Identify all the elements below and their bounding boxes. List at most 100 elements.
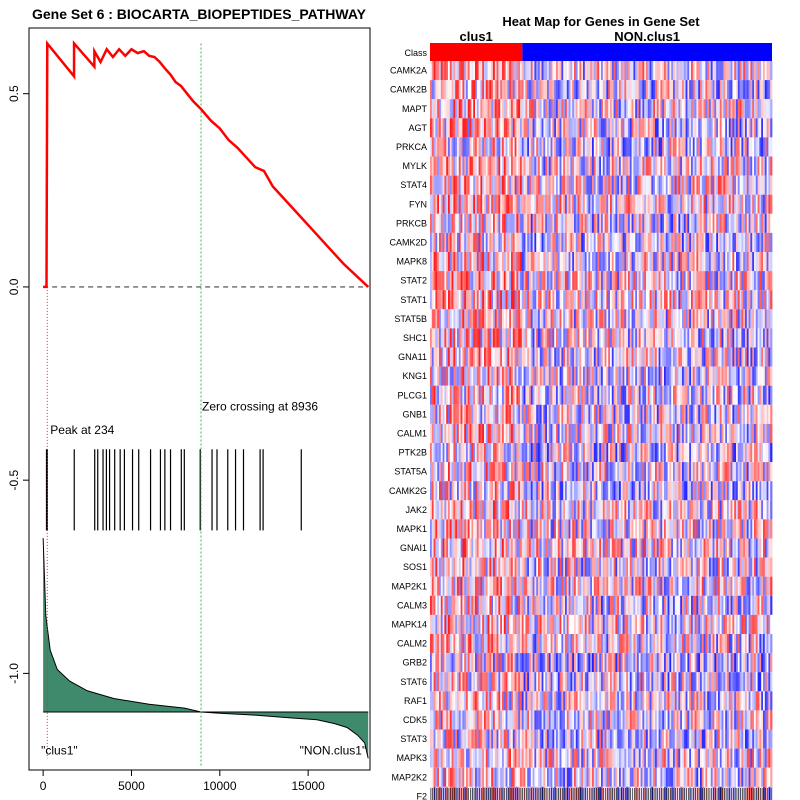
heatmap-cell	[509, 519, 512, 539]
heatmap-cell	[563, 99, 566, 119]
heatmap-cell	[692, 252, 695, 272]
heatmap-cell	[633, 404, 636, 424]
heatmap-cell	[626, 252, 629, 272]
heatmap-cell	[752, 519, 755, 539]
heatmap-cell	[491, 347, 494, 367]
heatmap-cell	[736, 500, 739, 520]
heatmap-cell	[439, 462, 442, 482]
heatmap-cell	[435, 481, 438, 501]
heatmap-cell	[563, 309, 566, 329]
heatmap-cell	[502, 194, 505, 214]
heatmap-cell	[613, 481, 616, 501]
heatmap-cell	[523, 194, 526, 214]
heatmap-cell	[584, 175, 587, 195]
heatmap-cell	[503, 404, 506, 424]
heatmap-cell	[703, 538, 706, 558]
heatmap-cell	[608, 309, 611, 329]
heatmap-cell	[701, 271, 704, 291]
heatmap-cell	[485, 137, 488, 157]
heatmap-cell	[610, 61, 613, 81]
heatmap-cell	[680, 443, 683, 463]
heatmap-cell	[476, 232, 479, 252]
heatmap-cell	[664, 232, 667, 252]
heatmap-cell	[583, 175, 586, 195]
heatmap-cell	[694, 213, 697, 233]
heatmap-cell	[503, 61, 506, 81]
heatmap-cell	[493, 175, 496, 195]
heatmap-cell	[613, 271, 616, 291]
heatmap-cell	[615, 61, 618, 81]
heatmap-cell	[590, 423, 593, 443]
heatmap-cell	[469, 61, 472, 81]
heatmap-cell	[444, 423, 447, 443]
heatmap-cell	[714, 156, 717, 176]
heatmap-cell	[532, 423, 535, 443]
heatmap-cell	[547, 194, 550, 214]
heatmap-cell	[628, 481, 631, 501]
heatmap-cell	[709, 118, 712, 138]
heatmap-cell	[716, 462, 719, 482]
heatmap-cell	[608, 232, 611, 252]
heatmap-cell	[575, 309, 578, 329]
heatmap-cell	[520, 423, 523, 443]
heatmap-cell	[696, 385, 699, 405]
heatmap-cell	[476, 462, 479, 482]
heatmap-cell	[651, 232, 654, 252]
heatmap-cell	[635, 347, 638, 367]
heatmap-cell	[671, 80, 674, 100]
heatmap-cell	[721, 118, 724, 138]
heatmap-cell	[464, 328, 467, 348]
heatmap-cell	[712, 309, 715, 329]
heatmap-cell	[579, 137, 582, 157]
heatmap-cell	[593, 404, 596, 424]
heatmap-cell	[626, 99, 629, 119]
heatmap-cell	[557, 271, 560, 291]
heatmap-cell	[703, 137, 706, 157]
heatmap-cell	[728, 423, 731, 443]
heatmap-cell	[448, 366, 451, 386]
heatmap-cell	[604, 404, 607, 424]
heatmap-cell	[644, 481, 647, 501]
heatmap-cell	[478, 252, 481, 272]
heatmap-cell	[615, 80, 618, 100]
heatmap-cell	[737, 538, 740, 558]
heatmap-cell	[606, 481, 609, 501]
heatmap-cell	[511, 481, 514, 501]
heatmap-cell	[521, 328, 524, 348]
heatmap-cell	[453, 500, 456, 520]
heatmap-cell	[642, 252, 645, 272]
heatmap-cell	[727, 194, 730, 214]
heatmap-cell	[478, 213, 481, 233]
heatmap-cell	[489, 309, 492, 329]
heatmap-cell	[644, 156, 647, 176]
heatmap-cell	[599, 137, 602, 157]
heatmap-cell	[539, 156, 542, 176]
heatmap-cell	[608, 61, 611, 81]
heatmap-cell	[494, 271, 497, 291]
heatmap-cell	[680, 423, 683, 443]
heatmap-cell	[503, 519, 506, 539]
heatmap-cell	[491, 194, 494, 214]
heatmap-cell	[665, 443, 668, 463]
heatmap-cell	[527, 99, 530, 119]
heatmap-cell	[642, 118, 645, 138]
heatmap-cell	[565, 385, 568, 405]
heatmap-cell	[503, 232, 506, 252]
heatmap-cell	[626, 213, 629, 233]
heatmap-cell	[764, 443, 767, 463]
heatmap-cell	[556, 423, 559, 443]
heatmap-cell	[665, 213, 668, 233]
heatmap-cell	[583, 366, 586, 386]
heatmap-cell	[619, 175, 622, 195]
heatmap-cell	[597, 538, 600, 558]
heatmap-cell	[622, 519, 625, 539]
heatmap-cell	[514, 61, 517, 81]
heatmap-cell	[532, 137, 535, 157]
heatmap-cell	[757, 290, 760, 310]
heatmap-cell	[480, 423, 483, 443]
heatmap-cell	[494, 519, 497, 539]
heatmap-cell	[651, 404, 654, 424]
heatmap-cell	[566, 328, 569, 348]
heatmap-cell	[464, 538, 467, 558]
heatmap-cell	[736, 309, 739, 329]
